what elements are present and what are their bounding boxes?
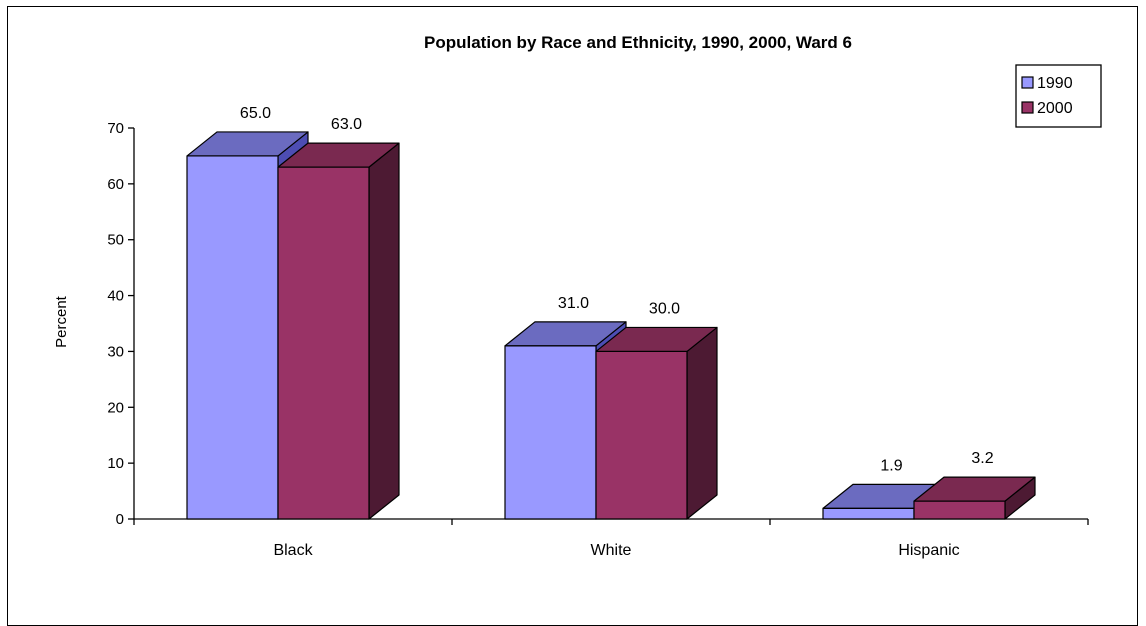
bar bbox=[822, 507, 915, 520]
bar bbox=[504, 345, 597, 520]
y-tick-label: 70 bbox=[107, 120, 124, 137]
bar-side bbox=[686, 326, 718, 520]
y-tick-label: 60 bbox=[107, 176, 124, 193]
y-tick-label: 50 bbox=[107, 232, 124, 249]
legend-swatch bbox=[1021, 76, 1034, 89]
chart-canvas: Population by Race and Ethnicity, 1990, … bbox=[53, 33, 1102, 559]
bar-side bbox=[368, 142, 400, 520]
y-tick-label: 30 bbox=[107, 343, 124, 360]
y-tick-label: 0 bbox=[116, 511, 124, 528]
bar bbox=[277, 166, 370, 520]
y-axis-label: Percent bbox=[53, 295, 70, 348]
data-label: 65.0 bbox=[240, 105, 271, 122]
x-tick-label: Black bbox=[273, 542, 313, 559]
bar bbox=[186, 155, 279, 520]
x-tick-label: Hispanic bbox=[898, 542, 959, 559]
y-tick-label: 40 bbox=[107, 288, 124, 305]
y-tick-label: 10 bbox=[107, 455, 124, 472]
data-label: 3.2 bbox=[971, 450, 993, 467]
legend-label: 1990 bbox=[1037, 75, 1073, 92]
legend: 1990 2000 bbox=[1015, 64, 1102, 128]
data-label: 30.0 bbox=[649, 300, 680, 317]
data-label: 1.9 bbox=[880, 457, 902, 474]
bar bbox=[913, 500, 1006, 520]
legend-swatch bbox=[1021, 101, 1034, 114]
legend-box bbox=[1015, 64, 1102, 128]
y-tick-label: 20 bbox=[107, 399, 124, 416]
data-label: 63.0 bbox=[331, 116, 362, 133]
chart-title: Population by Race and Ethnicity, 1990, … bbox=[424, 33, 852, 52]
data-label: 31.0 bbox=[558, 295, 589, 312]
bars: 65.0 63.0 31.0 30.0 1.9 3.2 bbox=[186, 105, 1036, 520]
legend-label: 2000 bbox=[1037, 100, 1073, 117]
x-tick-label: White bbox=[591, 542, 632, 559]
bar bbox=[595, 350, 688, 520]
